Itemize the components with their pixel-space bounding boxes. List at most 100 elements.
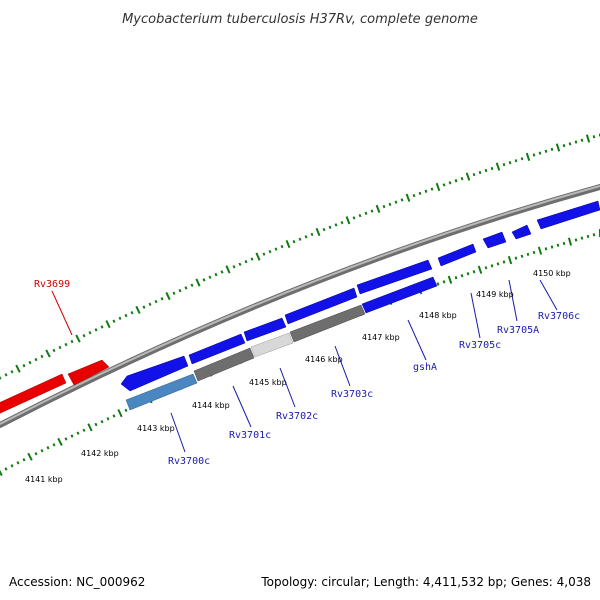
minor-tick xyxy=(250,257,254,261)
gene-arrow-d[interactable] xyxy=(284,287,358,325)
gene-label-rv3703c[interactable]: Rv3703c xyxy=(331,389,373,400)
minor-tick xyxy=(130,310,134,315)
minor-tick xyxy=(550,245,554,249)
minor-tick xyxy=(178,288,182,293)
gene-rv3699-segment-2[interactable] xyxy=(67,359,110,386)
gene-arrow-g[interactable] xyxy=(482,231,507,249)
gene-arrow-f[interactable] xyxy=(437,243,477,267)
minor-tick xyxy=(172,291,176,296)
minor-tick xyxy=(64,437,68,441)
gene-label-rv3702c[interactable]: Rv3702c xyxy=(276,411,318,422)
minor-tick xyxy=(160,297,164,301)
gene-rv3699-segment-1[interactable] xyxy=(0,373,67,416)
minor-tick xyxy=(268,249,272,254)
minor-tick xyxy=(202,278,206,282)
gene-arrow-e[interactable] xyxy=(356,259,433,295)
minor-tick xyxy=(472,270,476,274)
major-tick xyxy=(15,364,21,373)
minor-tick xyxy=(238,262,242,266)
minor-tick xyxy=(412,193,416,198)
major-tick xyxy=(507,255,513,265)
minor-tick xyxy=(100,325,104,329)
gene-labels: Rv3699 Rv3700c Rv3701c Rv3702c Rv3703c g… xyxy=(34,279,580,467)
minor-tick xyxy=(118,316,122,321)
minor-tick xyxy=(424,189,428,193)
major-tick xyxy=(375,204,381,213)
gene-label-rv3705c[interactable]: Rv3705c xyxy=(459,340,501,351)
gene-label-rv3705a[interactable]: Rv3705A xyxy=(497,325,539,336)
minor-tick xyxy=(340,220,344,225)
minor-tick xyxy=(328,225,332,229)
minor-tick xyxy=(514,256,518,260)
minor-tick xyxy=(4,467,8,471)
major-tick xyxy=(105,320,111,329)
minor-tick xyxy=(112,319,116,323)
tick-label: 4141 kbp xyxy=(25,475,63,484)
gene-rv3703c-bar[interactable] xyxy=(289,304,366,343)
gene-label-rv3700c[interactable]: Rv3700c xyxy=(168,456,210,467)
minor-tick xyxy=(124,313,128,318)
gene-arrow-c[interactable] xyxy=(243,317,287,342)
minor-tick xyxy=(310,232,314,237)
gene-arrow-h[interactable] xyxy=(511,224,532,240)
minor-tick xyxy=(208,275,212,279)
minor-tick xyxy=(430,187,434,191)
minor-tick xyxy=(400,198,404,202)
tick-label: 4146 kbp xyxy=(305,355,343,364)
gene-arrow-b[interactable] xyxy=(188,333,246,365)
minor-tick xyxy=(364,211,368,216)
outer-tick-ring xyxy=(0,133,600,380)
major-tick xyxy=(525,152,531,162)
major-tick xyxy=(477,265,483,274)
gene-rv3701c-bar[interactable] xyxy=(193,347,255,382)
minor-tick xyxy=(466,272,470,276)
gene-arrow-i[interactable] xyxy=(536,200,600,230)
minor-tick xyxy=(16,461,20,465)
minor-tick xyxy=(82,428,86,432)
minor-tick xyxy=(100,419,104,424)
minor-tick xyxy=(244,260,248,264)
minor-tick xyxy=(82,333,86,338)
minor-tick xyxy=(334,223,338,227)
minor-tick xyxy=(10,370,14,374)
gene-label-gsha[interactable]: gshA xyxy=(413,362,437,373)
minor-tick xyxy=(532,153,536,157)
gene-rv3702c-bar[interactable] xyxy=(250,332,294,358)
major-tick xyxy=(165,291,171,301)
minor-tick xyxy=(184,286,188,290)
minor-tick xyxy=(304,235,308,239)
minor-tick xyxy=(460,176,464,181)
major-tick xyxy=(537,246,543,255)
minor-tick xyxy=(322,227,326,232)
minor-tick xyxy=(454,179,458,183)
minor-tick xyxy=(382,204,386,209)
reverse-genes-row-2 xyxy=(125,276,438,411)
gene-label-rv3699[interactable]: Rv3699 xyxy=(34,279,70,290)
major-tick xyxy=(585,134,591,143)
minor-tick xyxy=(52,348,56,353)
minor-tick xyxy=(508,161,512,165)
minor-tick xyxy=(58,345,62,350)
gene-rv3700c-bar[interactable] xyxy=(125,373,198,411)
minor-tick xyxy=(460,274,464,278)
minor-tick xyxy=(34,452,38,456)
minor-tick xyxy=(52,443,56,447)
minor-tick xyxy=(496,262,500,266)
gene-label-rv3701c[interactable]: Rv3701c xyxy=(229,430,271,441)
gene-arrow-a[interactable] xyxy=(120,355,189,392)
minor-tick xyxy=(34,357,38,362)
major-tick xyxy=(255,252,261,261)
minor-tick xyxy=(0,376,2,380)
gene-gsha-arrow[interactable] xyxy=(361,276,438,314)
minor-tick xyxy=(580,138,584,142)
minor-tick xyxy=(4,373,8,377)
minor-tick xyxy=(40,354,44,359)
gene-label-rv3706c[interactable]: Rv3706c xyxy=(538,311,580,322)
minor-tick xyxy=(568,142,572,146)
minor-tick xyxy=(526,252,530,256)
minor-tick xyxy=(544,247,548,251)
minor-tick xyxy=(232,265,236,269)
major-tick xyxy=(555,143,561,152)
minor-tick xyxy=(484,168,488,173)
